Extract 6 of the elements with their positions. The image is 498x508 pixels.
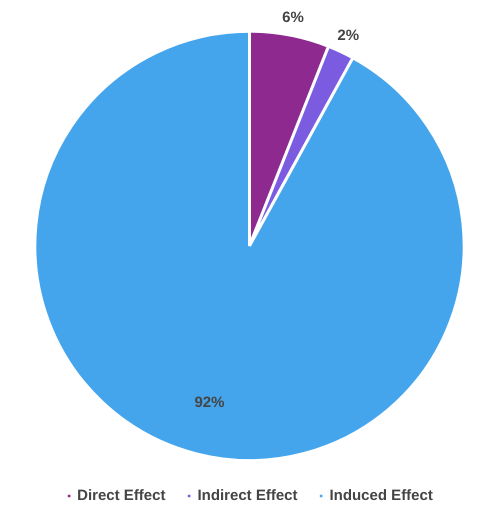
legend-label: Indirect Effect: [197, 487, 298, 504]
data-label: 6%: [282, 9, 304, 26]
data-label: 92%: [194, 394, 224, 411]
legend-label: Induced Effect: [330, 487, 433, 504]
data-label: 2%: [337, 27, 360, 44]
legend-label: Direct Effect: [77, 487, 166, 504]
